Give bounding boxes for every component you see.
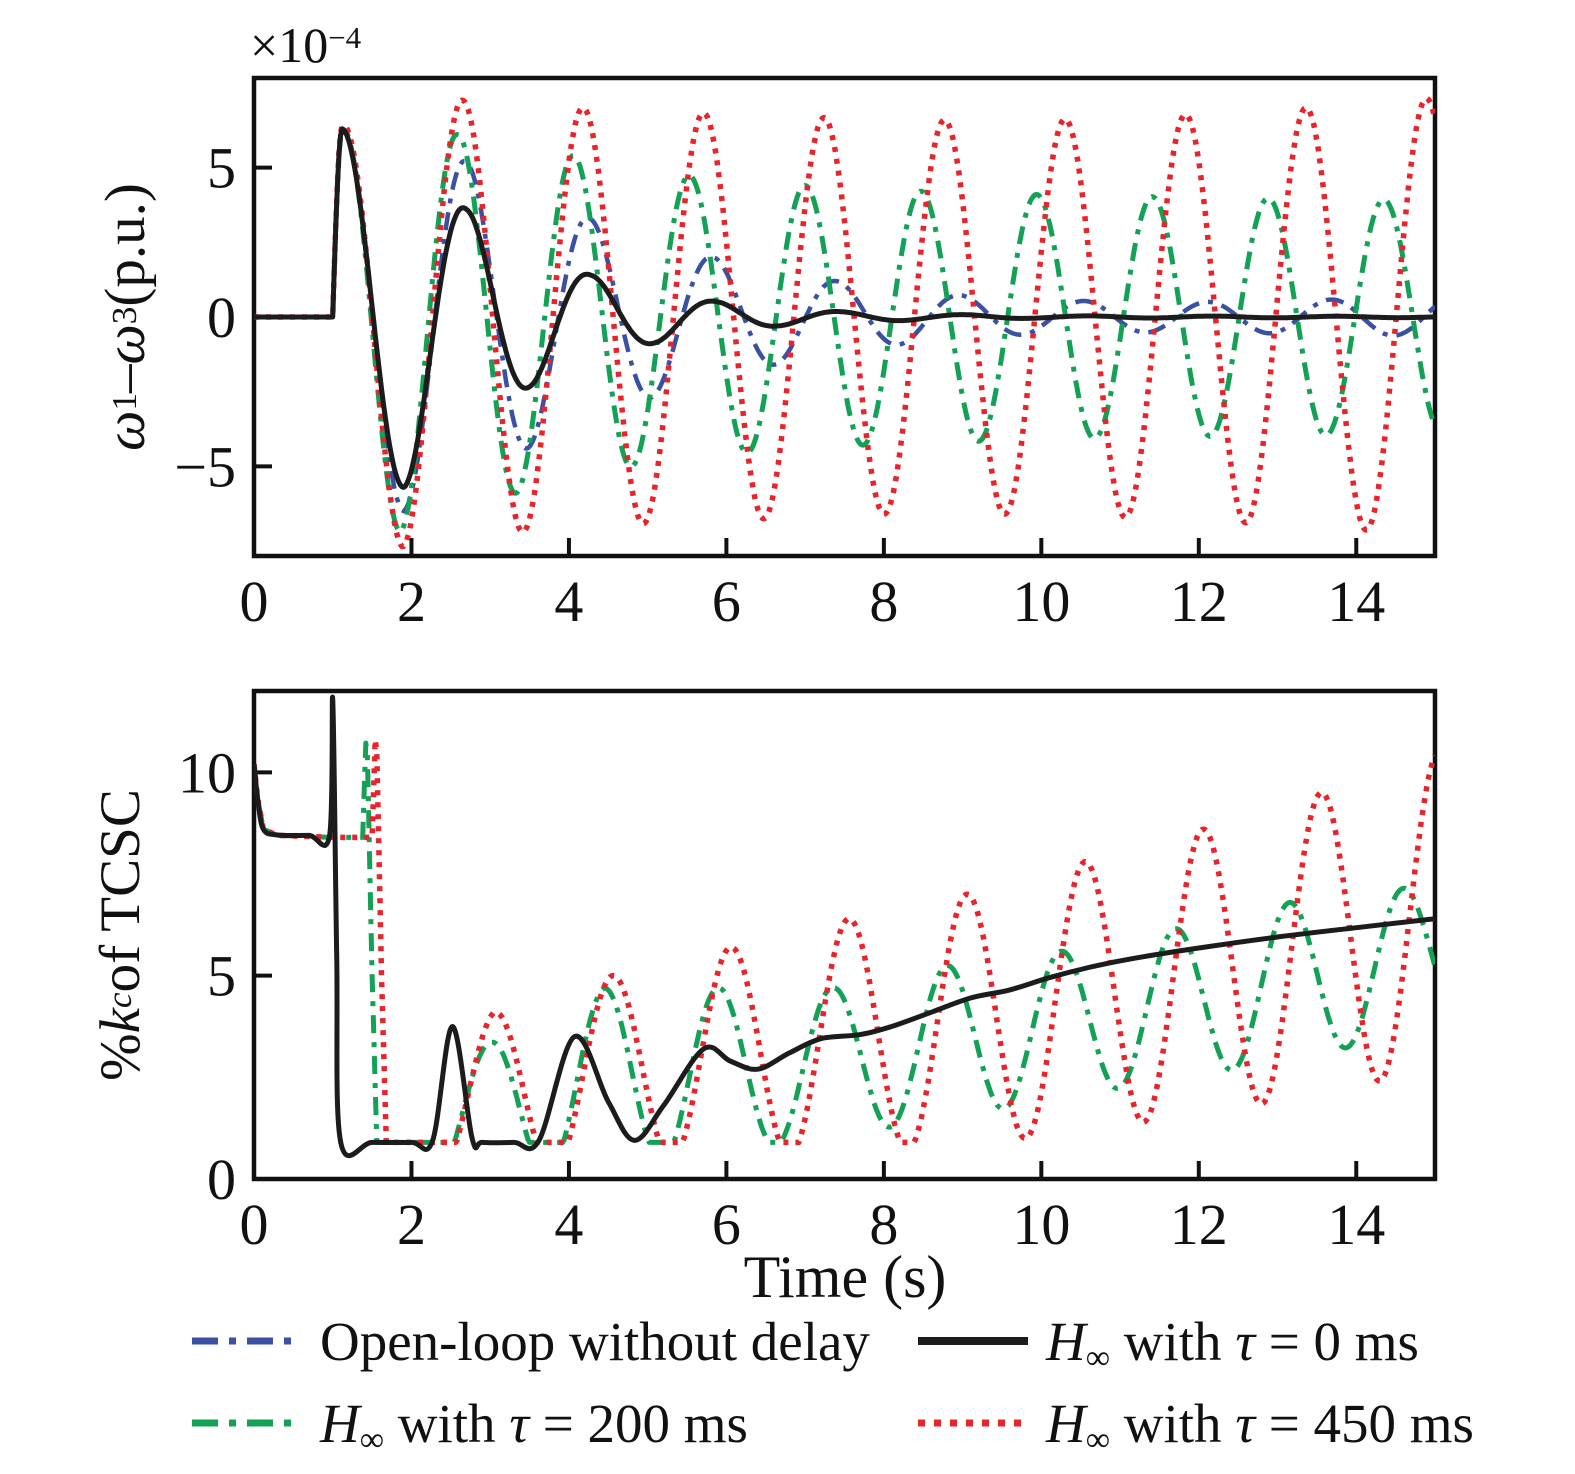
legend-label: H∞ with τ = 450 ms xyxy=(1046,1392,1474,1459)
bottom-ylabel: % k c of TCSC xyxy=(88,789,152,1081)
legend-item: H∞ with τ = 450 ms xyxy=(916,1392,1474,1459)
legend-item: Open-loop without delay xyxy=(190,1310,870,1372)
x-tick-label: 8 xyxy=(869,1192,898,1257)
x-tick-label: 2 xyxy=(397,569,426,634)
y-tick-label: −5 xyxy=(174,434,236,499)
legend-label: H∞ with τ = 200 ms xyxy=(320,1392,748,1459)
top-x-ticks: 0 2 4 6 8 10 12 14 xyxy=(240,538,1385,634)
x-tick-label: 8 xyxy=(869,569,898,634)
legend-sample-green-line xyxy=(192,1419,302,1427)
bottom-plot xyxy=(251,688,1438,1182)
top-series-black xyxy=(254,126,1435,490)
bottom-x-ticks: 0 2 4 6 8 10 12 14 xyxy=(240,1161,1385,1257)
legend-item: H∞ with τ = 200 ms xyxy=(190,1392,870,1459)
x-tick-label: 14 xyxy=(1327,1192,1385,1257)
x-tick-label: 4 xyxy=(554,569,583,634)
legend-sample-blue-line xyxy=(192,1337,302,1345)
y-tick-label: 10 xyxy=(178,740,236,805)
bottom-plot-series xyxy=(254,694,1435,1159)
legend-sample-black-line xyxy=(918,1337,1028,1345)
x-tick-label: 0 xyxy=(240,1192,269,1257)
legend-label: Open-loop without delay xyxy=(320,1310,870,1372)
top-series-red xyxy=(254,95,1435,550)
y-tick-label: 5 xyxy=(207,136,236,201)
x-tick-label: 10 xyxy=(1012,1192,1070,1257)
x-tick-label: 4 xyxy=(554,1192,583,1257)
bottom-series-red xyxy=(254,737,1435,1146)
y-tick-label: 0 xyxy=(207,1147,236,1212)
y-tick-label: 0 xyxy=(207,285,236,350)
legend-label: H∞ with τ = 0 ms xyxy=(1046,1310,1419,1377)
legend-item: H∞ with τ = 0 ms xyxy=(916,1310,1474,1377)
x-tick-label: 14 xyxy=(1327,569,1385,634)
top-plot-series xyxy=(254,95,1435,550)
bottom-plot-frame xyxy=(251,688,1438,1182)
x-tick-label: 10 xyxy=(1012,569,1070,634)
x-tick-label: 0 xyxy=(240,569,269,634)
bottom-y-ticks: 0 5 10 xyxy=(178,740,272,1212)
axis-scale-label: ×10−4 xyxy=(250,17,362,73)
legend-left-column: Open-loop without delay H∞ with τ = 200 m… xyxy=(190,1310,870,1459)
x-tick-label: 2 xyxy=(397,1192,426,1257)
x-tick-label: 12 xyxy=(1170,569,1228,634)
top-ylabel: ω 1– ω 3 (p.u.) xyxy=(93,183,157,451)
bottom-series-black xyxy=(254,694,1435,1159)
bottom-series-green xyxy=(254,740,1435,1145)
x-tick-label: 6 xyxy=(712,569,741,634)
legend-sample-red-line xyxy=(918,1419,1028,1427)
xlabel-time: Time (s) xyxy=(743,1244,947,1310)
x-tick-label: 12 xyxy=(1170,1192,1228,1257)
y-tick-label: 5 xyxy=(207,944,236,1009)
x-tick-label: 6 xyxy=(712,1192,741,1257)
legend-right-column: H∞ with τ = 0 ms H∞ with τ = 450 ms xyxy=(916,1310,1474,1459)
